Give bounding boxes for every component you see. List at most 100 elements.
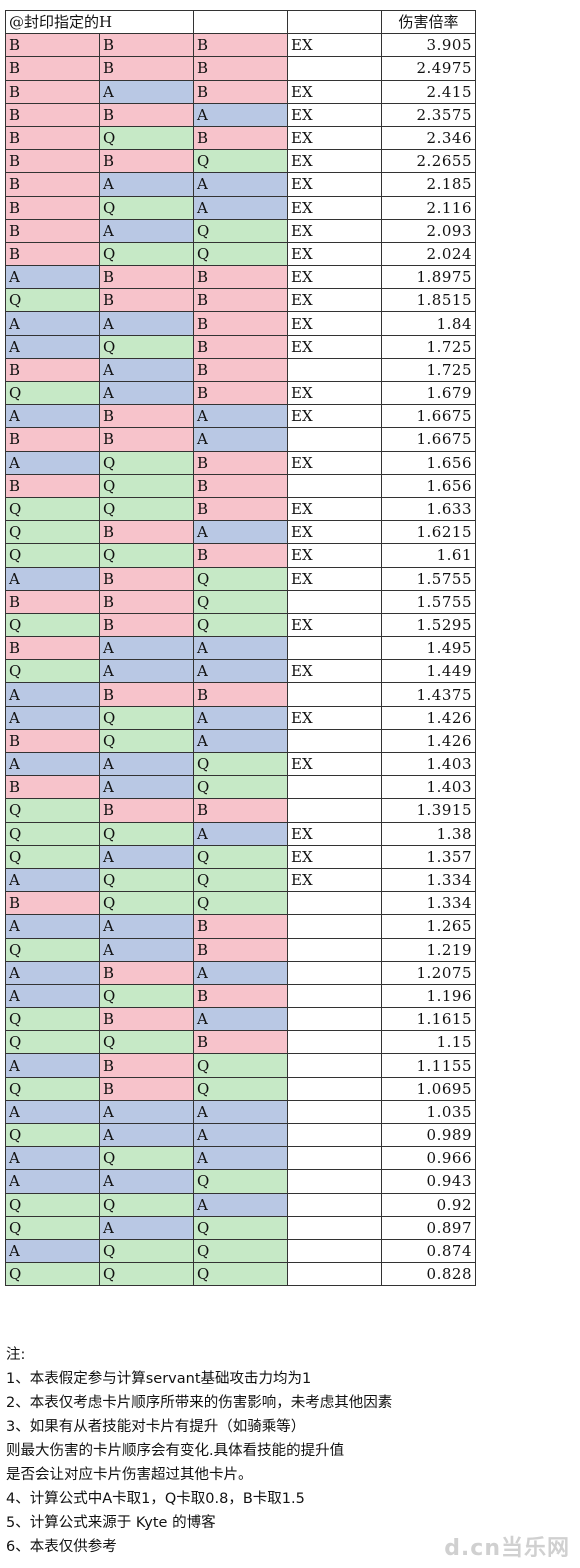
card-slot-2: A [99, 1169, 194, 1194]
damage-multiplier-cell: 1.5755 [381, 589, 476, 614]
table-row: B Q B 1.656 [5, 473, 476, 498]
extra-attack-cell: EX [287, 380, 382, 406]
card-slot-3: B [193, 1030, 288, 1055]
extra-attack-cell: EX [287, 195, 382, 220]
card-slot-1: B [5, 728, 100, 754]
card-slot-3: B [193, 983, 288, 1009]
card-slot-2: A [99, 311, 194, 336]
table-row: Q Q B EX 1.61 [5, 543, 476, 568]
damage-multiplier-cell: 1.633 [381, 496, 476, 522]
card-slot-1: Q [5, 821, 100, 846]
extra-attack-cell: EX [287, 566, 382, 591]
table-row: B A B EX 2.415 [5, 79, 476, 104]
card-slot-1: B [5, 589, 100, 614]
card-slot-3: A [193, 821, 288, 846]
card-slot-3: Q [193, 218, 288, 243]
table-row: Q A B EX 1.679 [5, 380, 476, 406]
table-row: B A A EX 2.185 [5, 172, 476, 197]
card-slot-1: A [5, 1146, 100, 1171]
damage-multiplier-cell: 1.495 [381, 636, 476, 661]
table-row: A Q A 0.966 [5, 1146, 476, 1171]
extra-attack-cell: EX [287, 867, 382, 893]
card-slot-2: Q [99, 241, 194, 267]
damage-multiplier-cell: 0.966 [381, 1146, 476, 1171]
table-row: B A B 1.725 [5, 357, 476, 383]
table-row: Q B A EX 1.6215 [5, 520, 476, 545]
damage-multiplier-cell: 1.426 [381, 728, 476, 754]
card-slot-2: Q [99, 1262, 194, 1287]
damage-multiplier-cell: 0.92 [381, 1192, 476, 1217]
card-slot-2: A [99, 775, 194, 800]
card-slot-2: A [99, 172, 194, 197]
table-title: @封印指定的H [5, 9, 194, 35]
damage-multiplier-cell: 1.61 [381, 543, 476, 568]
card-slot-2: A [99, 1215, 194, 1240]
extra-attack-cell: EX [287, 288, 382, 313]
card-slot-2: B [99, 404, 194, 429]
extra-attack-cell [287, 636, 382, 661]
table-row: A A B EX 1.84 [5, 311, 476, 336]
table-row: A Q B EX 1.725 [5, 334, 476, 359]
damage-multiplier-cell: 0.828 [381, 1262, 476, 1287]
table-row: Q A B 1.219 [5, 937, 476, 962]
extra-attack-cell [287, 1262, 382, 1287]
damage-multiplier-cell: 1.679 [381, 380, 476, 406]
card-slot-3: B [193, 311, 288, 336]
card-slot-2: Q [99, 1146, 194, 1171]
damage-multiplier-cell: 2.3575 [381, 102, 476, 127]
damage-multiplier-cell: 1.196 [381, 983, 476, 1009]
extra-attack-cell [287, 1146, 382, 1171]
table-row: Q A Q EX 1.357 [5, 844, 476, 869]
card-slot-2: Q [99, 1238, 194, 1264]
card-slot-1: A [5, 1099, 100, 1125]
card-slot-2: B [99, 1007, 194, 1032]
damage-multiplier-cell: 1.357 [381, 844, 476, 869]
table-row: A B Q 1.1155 [5, 1053, 476, 1078]
card-slot-2: B [99, 566, 194, 591]
card-slot-2: A [99, 1122, 194, 1148]
card-slot-1: B [5, 56, 100, 81]
card-slot-1: A [5, 867, 100, 893]
damage-multiplier-cell: 1.1615 [381, 1007, 476, 1032]
card-slot-3: B [193, 334, 288, 359]
extra-attack-cell: EX [287, 751, 382, 777]
card-slot-3: Q [193, 1215, 288, 1240]
card-slot-1: B [5, 241, 100, 267]
card-slot-2: A [99, 844, 194, 869]
table-row: Q Q B 1.15 [5, 1030, 476, 1055]
card-slot-2: Q [99, 496, 194, 522]
table-row: B A Q EX 2.093 [5, 218, 476, 243]
table-row: Q B B 1.3915 [5, 798, 476, 823]
card-slot-3: B [193, 450, 288, 475]
extra-attack-cell: EX [287, 79, 382, 104]
card-slot-2: Q [99, 728, 194, 754]
card-slot-1: A [5, 566, 100, 591]
card-slot-3: B [193, 914, 288, 939]
card-slot-3: B [193, 682, 288, 707]
card-slot-1: Q [5, 288, 100, 313]
damage-multiplier-cell: 1.1155 [381, 1053, 476, 1078]
table-row: A B B 1.4375 [5, 682, 476, 707]
damage-multiplier-cell: 1.5295 [381, 612, 476, 638]
extra-attack-cell [287, 891, 382, 916]
card-slot-2: A [99, 380, 194, 406]
header-blank-cell [287, 9, 382, 35]
table-row: A A B 1.265 [5, 914, 476, 939]
extra-attack-cell: EX [287, 125, 382, 151]
card-slot-1: A [5, 450, 100, 475]
damage-multiplier-cell: 3.905 [381, 33, 476, 58]
site-watermark: d.cn当乐网 [444, 1536, 570, 1561]
card-slot-2: Q [99, 891, 194, 916]
card-slot-2: A [99, 914, 194, 939]
damage-multiplier-cell: 1.035 [381, 1099, 476, 1125]
damage-multiplier-cell: 1.426 [381, 705, 476, 730]
card-slot-3: B [193, 937, 288, 962]
table-row: A B A EX 1.6675 [5, 404, 476, 429]
card-slot-3: B [193, 357, 288, 383]
extra-attack-cell [287, 1099, 382, 1125]
card-slot-2: A [99, 659, 194, 684]
damage-multiplier-cell: 0.874 [381, 1238, 476, 1264]
card-slot-3: B [193, 543, 288, 568]
card-slot-2: A [99, 1099, 194, 1125]
card-slot-1: Q [5, 1262, 100, 1287]
